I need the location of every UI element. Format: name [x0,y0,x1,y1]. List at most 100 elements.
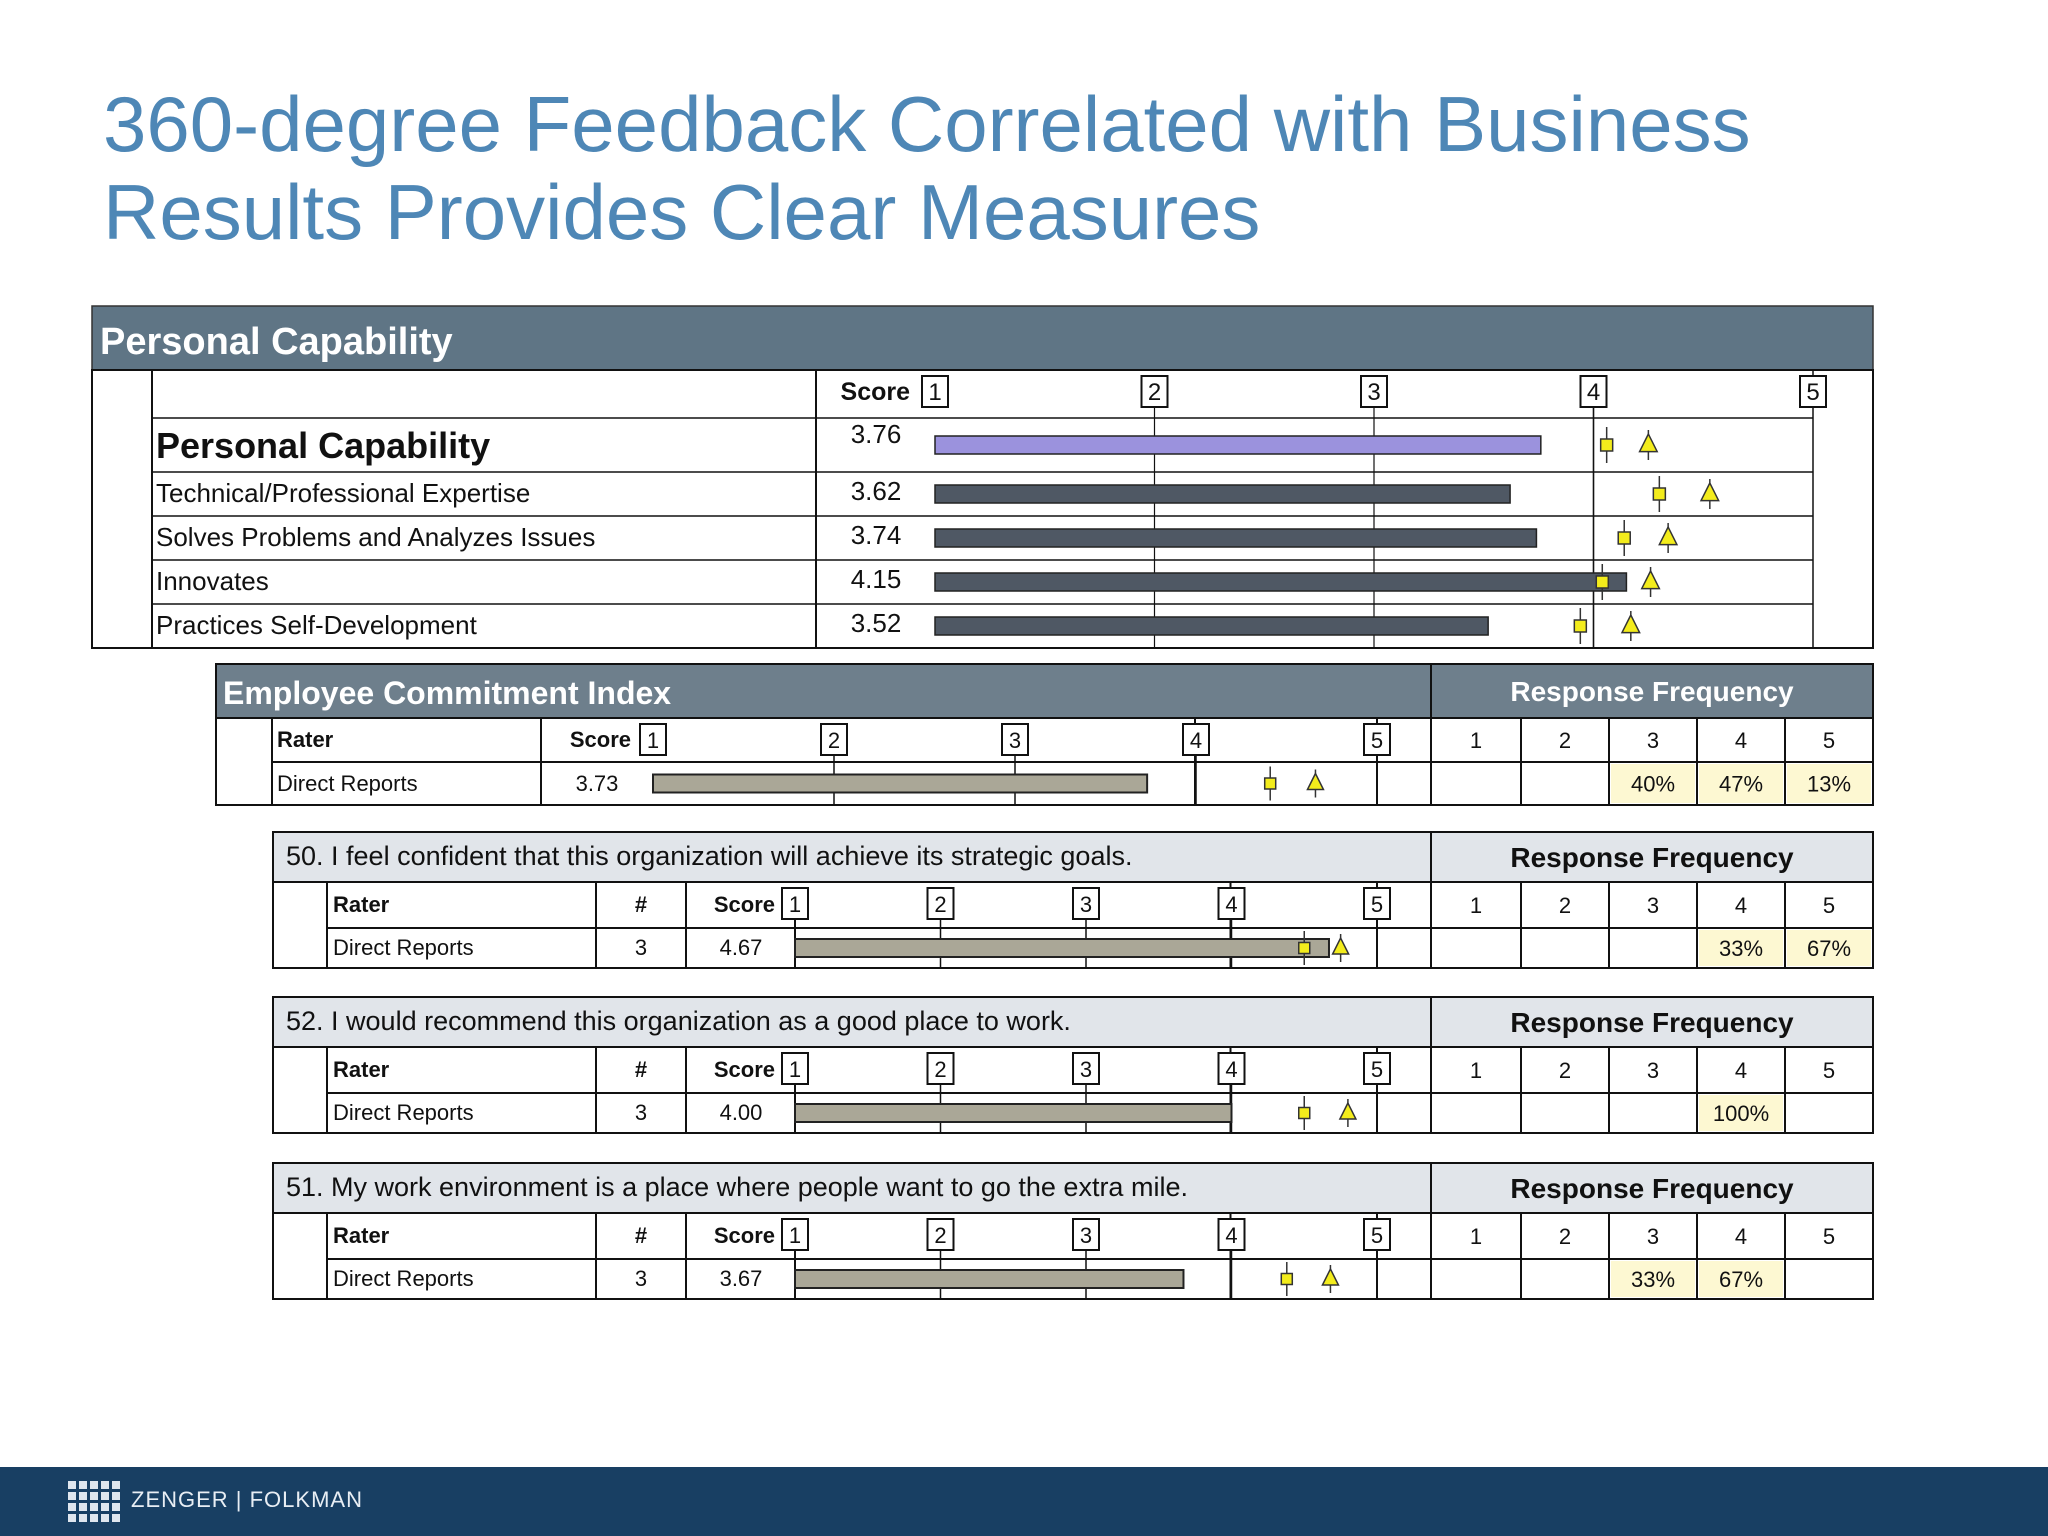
question-freq-label-1: 1 [1470,1224,1482,1249]
pc-score-label: Score [841,378,911,406]
question-scale-box-1 [781,1052,809,1085]
question-freq-header-band [1430,996,1874,1048]
eci-freq-label-2: 2 [1559,728,1571,753]
eci-rater-label: Rater [277,727,334,752]
question-scale-box-4 [1217,1052,1246,1085]
question-freq-cell [1611,1261,1695,1297]
pc-competency-bar [934,572,1628,592]
pc-score-value: 3.52 [851,608,902,638]
question-freq-label-5: 5 [1823,1058,1835,1083]
question-scale-box-1-label: 1 [789,1223,801,1248]
eci-scale-box-2 [820,723,848,756]
question-score-bar [794,1269,1185,1289]
question-freq-label-2: 2 [1559,893,1571,918]
question-freq-header: Response Frequency [1510,842,1794,873]
eci-scale-box-3-label: 3 [1009,728,1021,753]
question-scale-box-5 [1363,1052,1391,1085]
question-scale-box-5-label: 5 [1371,1057,1383,1082]
eci-scale-box-3 [1001,723,1029,756]
question-count-label: # [635,1057,647,1082]
question-scale-box-2 [926,887,955,920]
slide-title: 360-degree Feedback Correlated with Busi… [103,80,1751,256]
eci-square-marker [1263,777,1277,790]
question-scale-box-4 [1217,887,1246,920]
eci-freq-label-1: 1 [1470,728,1482,753]
question-freq-label-5: 5 [1823,893,1835,918]
question-count-label: # [635,892,647,917]
question-rater-name: Direct Reports [333,1266,474,1291]
question-scale-box-4-label: 4 [1225,1223,1237,1248]
pc-square-marker [1595,575,1610,589]
question-count-label: # [635,1223,647,1248]
question-freq-header: Response Frequency [1510,1173,1794,1204]
eci-scale-box-4 [1182,723,1210,756]
question-scale-box-3-label: 3 [1080,892,1092,917]
question-scale-box-1 [781,887,809,920]
pc-triangle-marker [1638,432,1659,453]
pc-triangle-marker [1658,525,1679,546]
pc-scale-box-2 [1140,375,1169,408]
question-freq-value: 67% [1807,936,1851,961]
question-band [272,1162,1432,1214]
question-scale-box-5 [1363,1218,1391,1251]
question-score-value: 4.00 [720,1100,763,1125]
question-freq-label-3: 3 [1647,1224,1659,1249]
pc-square-marker [1652,487,1667,501]
question-triangle-marker [1331,936,1350,955]
pc-score-value: 3.62 [851,476,902,506]
question-freq-value: 100% [1713,1101,1769,1126]
question-freq-value: 67% [1719,1267,1763,1292]
footer-bar: ZENGER | FOLKMAN [0,1467,2048,1536]
eci-freq-label-4: 4 [1735,728,1747,753]
pc-scale-box-3 [1360,375,1388,408]
pc-score-value: 3.76 [851,419,902,449]
eci-freq-cell [1699,764,1783,803]
eci-triangle-marker [1306,771,1325,791]
pc-triangle-marker [1620,613,1641,634]
pc-score-value: 4.15 [851,564,902,594]
question-scale-box-1 [781,1218,809,1251]
question-text: 52. I would recommend this organization … [286,1006,1071,1036]
question-scale-box-1-label: 1 [789,1057,801,1082]
pc-scale-box-4-label: 4 [1587,379,1600,406]
question-triangle-marker [1338,1101,1358,1120]
question-square-marker [1298,1106,1311,1120]
brand-wordmark: ZENGER | FOLKMAN [131,1487,363,1512]
eci-freq-label-3: 3 [1647,728,1659,753]
question-count-value: 3 [635,1100,647,1125]
pc-competency-bar [934,616,1489,636]
question-freq-label-4: 4 [1735,1224,1747,1249]
question-band [272,996,1432,1048]
eci-freq-value: 40% [1631,772,1675,797]
question-text: 50. I feel confident that this organizat… [286,841,1132,871]
question-freq-label-1: 1 [1470,1058,1482,1083]
pc-square-marker [1599,438,1614,452]
pc-triangle-marker [1699,481,1720,502]
pc-competency-label: Solves Problems and Analyzes Issues [156,522,595,552]
question-rater-label: Rater [333,1223,390,1248]
pc-scale-box-5 [1799,375,1827,408]
question-scale-box-5 [1363,887,1391,920]
question-rater-label: Rater [333,1057,390,1082]
question-rater-name: Direct Reports [333,1100,474,1125]
pc-square-marker [1617,531,1631,545]
personal-capability-body [91,369,1874,649]
question-freq-label-3: 3 [1647,1058,1659,1083]
pc-scale-box-5-label: 5 [1806,379,1819,406]
question-scale-box-4 [1217,1218,1246,1251]
question-freq-label-2: 2 [1559,1224,1571,1249]
question-freq-cell [1699,930,1783,966]
pc-competency-bar [934,528,1538,548]
pc-scale-box-1-label: 1 [928,379,941,406]
question-score-value: 3.67 [720,1266,763,1291]
question-text: 51. My work environment is a place where… [286,1172,1188,1202]
question-score-bar [794,938,1330,958]
question-freq-label-1: 1 [1470,893,1482,918]
eci-scale-box-1 [639,723,667,756]
personal-capability-header: Personal Capability [100,321,453,363]
eci-freq-header-band [1430,663,1874,719]
pc-competency-label: Innovates [156,566,269,596]
question-scale-box-4-label: 4 [1225,1057,1237,1082]
eci-scale-box-4-label: 4 [1190,728,1202,753]
